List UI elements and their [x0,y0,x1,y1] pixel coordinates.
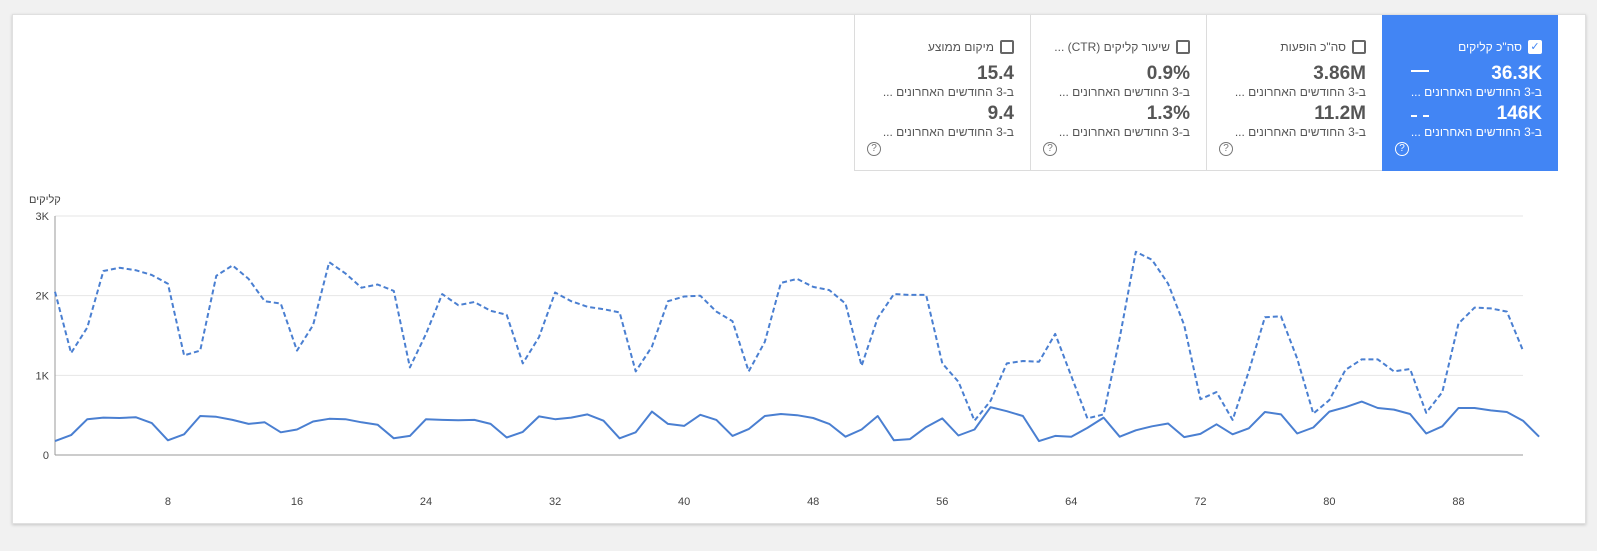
x-tick-label: 48 [807,496,819,508]
x-tick-label: 80 [1323,496,1335,508]
help-icon[interactable]: ? [1219,142,1233,156]
legend-solid-line-icon [1411,70,1429,72]
metric-total-clicks[interactable]: ✓ סה"כ קליקים 36.3K ב-3 החודשים האחרונים… [1382,15,1558,171]
help-icon[interactable]: ? [1395,142,1409,156]
chart-series [54,250,1540,443]
x-tick-label: 16 [291,496,303,508]
performance-card: מיקום ממוצע 15.4 ב-3 החודשים האחרונים ..… [12,14,1586,524]
metric-average-position[interactable]: מיקום ממוצע 15.4 ב-3 החודשים האחרונים ..… [854,15,1030,171]
checkbox[interactable] [1000,40,1014,54]
series-line-compare [54,250,1524,422]
metric-title: סה"כ הופעות [1280,40,1346,54]
metric-title: סה"כ קליקים [1458,40,1522,54]
x-tick-label: 24 [420,496,432,508]
y-tick-label: 0 [43,450,49,462]
metric-value-current: 0.9% [1146,63,1190,84]
metric-period-current: ב-3 החודשים האחרונים ... [1058,85,1190,99]
metric-title: שיעור קליקים (CTR) ... [1054,40,1170,54]
metric-value-compare: 146K [1496,103,1542,124]
x-tick-label: 40 [678,496,690,508]
metric-period-compare: ב-3 החודשים האחרונים ... [1058,125,1190,139]
metric-value-compare: 11.2M [1314,103,1366,124]
y-tick-label: 3K [36,211,50,223]
x-tick-label: 72 [1194,496,1206,508]
metric-ctr[interactable]: שיעור קליקים (CTR) ... 0.9% ב-3 החודשים … [1030,15,1206,171]
metric-header: סה"כ הופעות [1223,39,1366,55]
metric-value-current: 36.3K [1491,63,1542,84]
metric-period-current: ב-3 החודשים האחרונים ... [882,85,1014,99]
metric-period-compare: ב-3 החודשים האחרונים ... [1410,125,1542,139]
checkmark-icon: ✓ [1530,41,1540,53]
chart-grid [54,215,1523,456]
legend-dashed-line-icon [1411,115,1429,117]
series-line-current [54,400,1540,443]
y-tick-label: 1K [36,370,50,382]
metric-header: ✓ סה"כ קליקים [1399,39,1542,55]
metric-period-current: ב-3 החודשים האחרונים ... [1234,85,1366,99]
help-icon[interactable]: ? [1043,142,1057,156]
metric-period-compare: ב-3 החודשים האחרונים ... [1234,125,1366,139]
checkbox[interactable] [1176,40,1190,54]
metric-value-current: 15.4 [977,63,1014,84]
y-axis-label: קליקים [29,193,61,206]
metric-period-compare: ב-3 החודשים האחרונים ... [882,125,1014,139]
x-tick-labels: 8 16 24 32 40 48 56 64 72 80 88 [165,496,1465,508]
checkbox-checked[interactable]: ✓ [1528,40,1542,54]
x-tick-label: 88 [1452,496,1464,508]
metric-value-compare: 9.4 [987,103,1014,124]
metric-period-current: ב-3 החודשים האחרונים ... [1410,85,1542,99]
metric-value-compare: 1.3% [1146,103,1190,124]
metric-title: מיקום ממוצע [927,40,994,54]
metric-total-impressions[interactable]: סה"כ הופעות 3.86M ב-3 החודשים האחרונים .… [1206,15,1382,171]
clicks-chart: קליקים 0 1K 2K 3K 8 16 24 32 40 48 56 64 72 80 88 [29,193,1540,508]
metric-header: מיקום ממוצע [871,39,1014,55]
x-tick-label: 32 [549,496,561,508]
metric-value-current: 3.86M [1313,63,1366,84]
x-tick-label: 56 [936,496,948,508]
x-tick-label: 64 [1065,496,1077,508]
x-tick-label: 8 [165,496,171,508]
y-tick-labels: 0 1K 2K 3K [36,211,50,462]
checkbox[interactable] [1352,40,1366,54]
metric-header: שיעור קליקים (CTR) ... [1047,39,1190,55]
metric-tabs: מיקום ממוצע 15.4 ב-3 החודשים האחרונים ..… [854,15,1560,171]
help-icon[interactable]: ? [867,142,881,156]
y-tick-label: 2K [36,291,50,303]
